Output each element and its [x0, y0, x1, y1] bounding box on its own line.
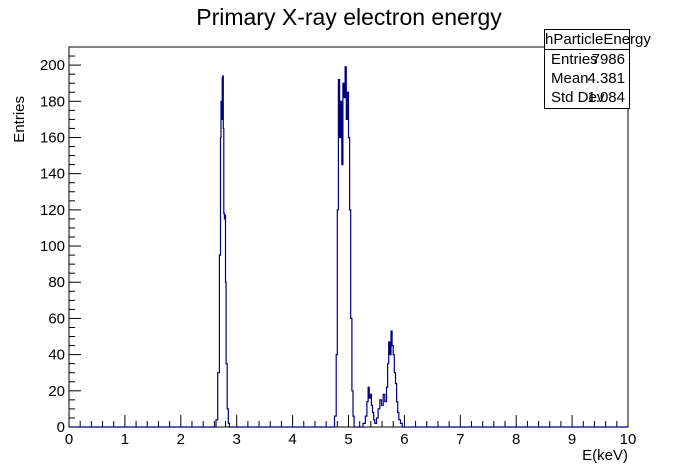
chart-title: Primary X-ray electron energy	[196, 4, 502, 30]
x-axis-label: E(keV)	[582, 447, 628, 464]
y-tick-label: 100	[40, 238, 65, 255]
x-tick-label: 6	[400, 431, 408, 448]
y-tick-label: 60	[48, 310, 65, 327]
y-tick-label: 0	[57, 419, 65, 436]
stats-value: 1.084	[587, 89, 625, 106]
stats-key: Mean	[551, 70, 589, 87]
x-tick-label: 10	[620, 431, 637, 448]
y-tick-label: 80	[48, 274, 65, 291]
stats-key: Entries	[551, 51, 598, 68]
x-tick-label: 8	[512, 431, 520, 448]
x-tick-label: 3	[233, 431, 241, 448]
x-tick-label: 7	[456, 431, 464, 448]
x-tick-label: 9	[568, 431, 576, 448]
stats-key: Std Dev	[551, 89, 605, 106]
x-tick-label: 5	[344, 431, 352, 448]
stats-box: hParticleEnergy Entries 7986 Mean 4.381 …	[544, 29, 651, 109]
y-tick-label: 180	[40, 93, 65, 110]
stats-box-name: hParticleEnergy	[545, 31, 651, 50]
y-tick-label: 140	[40, 166, 65, 183]
series-line	[69, 66, 628, 428]
y-tick-label: 200	[40, 57, 65, 74]
stats-row-entries: Entries 7986	[545, 50, 629, 69]
y-axis-label: Entries	[11, 96, 28, 143]
y-axis: 0 20 40 60 80 100 120 140 160 180 200	[40, 46, 81, 436]
x-tick-label: 1	[121, 431, 129, 448]
y-tick-label: 160	[40, 129, 65, 146]
stats-value: 7986	[591, 51, 625, 68]
stats-row-mean: Mean 4.381	[545, 69, 629, 88]
x-tick-label: 0	[65, 431, 73, 448]
stats-value: 4.381	[587, 70, 625, 87]
x-axis: 0 1 2 3 4 5 6 7 8 9 10	[65, 415, 637, 448]
stats-row-stddev: Std Dev 1.084	[545, 88, 629, 107]
y-tick-label: 120	[40, 202, 65, 219]
x-tick-label: 2	[177, 431, 185, 448]
y-tick-label: 40	[48, 347, 65, 364]
x-tick-label: 4	[288, 431, 296, 448]
y-tick-label: 20	[48, 383, 65, 400]
